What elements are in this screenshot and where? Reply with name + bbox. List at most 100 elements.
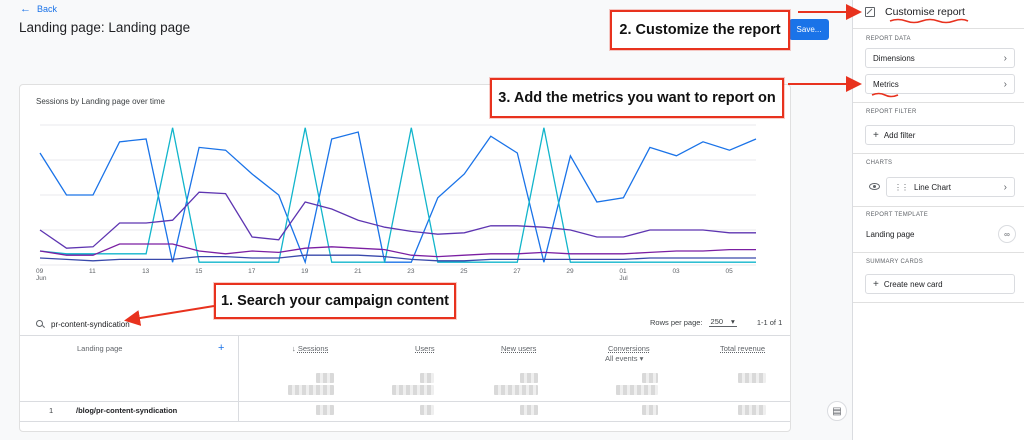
chevron-down-icon: ▾: [731, 317, 735, 326]
row-revenue-blurred: [738, 405, 766, 415]
x-tick-month-label: Jun: [36, 275, 47, 282]
report-template-label: REPORT TEMPLATE: [866, 212, 929, 218]
line-chart-label: Line Chart: [914, 182, 951, 192]
step3-callout: 3. Add the metrics you want to report on: [490, 78, 784, 118]
row-number: 1: [49, 406, 54, 415]
plus-icon: +: [873, 129, 879, 141]
chevron-right-icon: ›: [1003, 52, 1007, 64]
pager-text: 1-1 of 1: [756, 317, 783, 327]
sort-arrow-icon: ↓: [292, 344, 298, 353]
col-header-sessions[interactable]: ↓ Sessions: [292, 344, 328, 353]
create-card-label: Create new card: [883, 279, 943, 289]
x-tick-label: 13: [142, 268, 150, 275]
series-line-3[interactable]: [39, 191, 756, 249]
metrics-button[interactable]: Metrics ›: [865, 74, 1015, 94]
panel-title: Customise report: [885, 6, 965, 18]
panel-divider: [853, 28, 1024, 29]
series-line-2[interactable]: [39, 127, 756, 263]
x-tick-month-label: Jul: [619, 275, 628, 282]
totals-new-users-sub-blurred: [494, 385, 538, 395]
row-landing-page[interactable]: /blog/pr-content-syndication: [76, 406, 178, 415]
table-search[interactable]: pr-content-syndication: [36, 317, 130, 331]
step1-callout: 1. Search your campaign content: [214, 283, 456, 319]
add-dimension-plus-icon[interactable]: +: [218, 342, 225, 354]
col-header-total-revenue[interactable]: Total revenue: [720, 344, 765, 353]
eye-icon[interactable]: [869, 183, 880, 190]
x-tick-label: 25: [460, 268, 468, 275]
series-line-5[interactable]: [39, 254, 756, 262]
table-top-divider: [20, 335, 790, 336]
col-header-conversions[interactable]: Conversions: [608, 344, 650, 353]
totals-users-sub-blurred: [392, 385, 434, 395]
conversions-event-select[interactable]: All events ▾: [605, 354, 643, 363]
totals-sessions-blurred: [316, 373, 334, 383]
totals-revenue-blurred: [738, 373, 766, 383]
back-arrow-icon: ←: [20, 2, 31, 15]
x-tick-label: 21: [354, 268, 362, 275]
x-tick-label: 15: [195, 268, 203, 275]
x-tick-label: 19: [301, 268, 309, 275]
back-link[interactable]: ← Back: [20, 2, 58, 15]
col-header-new-users[interactable]: New users: [501, 344, 536, 353]
x-tick-label: 01: [619, 268, 627, 275]
feedback-icon[interactable]: ▤: [827, 401, 847, 421]
chevron-right-icon: ›: [1003, 181, 1007, 193]
report-card: Sessions by Landing page over time 09 Jun…: [19, 84, 791, 432]
col-header-users-label: Users: [415, 344, 435, 353]
create-card-button[interactable]: + Create new card: [865, 274, 1015, 294]
metrics-label: Metrics: [873, 79, 899, 89]
dimensions-button[interactable]: Dimensions ›: [865, 48, 1015, 68]
x-tick-label: 29: [566, 268, 574, 275]
line-chart-button[interactable]: ⋮⋮ Line Chart ›: [886, 177, 1015, 197]
search-icon: [36, 319, 45, 329]
page-title: Landing page: Landing page: [19, 20, 191, 35]
row-users-blurred: [420, 405, 434, 415]
table-row-divider: [20, 401, 790, 402]
totals-sessions-sub-blurred: [288, 385, 334, 395]
x-tick-label: 17: [248, 268, 256, 275]
panel-divider: [853, 302, 1024, 303]
col-header-sessions-label: Sessions: [297, 344, 329, 353]
col-header-new-users-label: New users: [501, 344, 537, 353]
conversions-event-value: All events: [605, 354, 638, 363]
back-label: Back: [37, 4, 58, 14]
report-main-area: ← Back Landing page: Landing page Save..…: [0, 0, 852, 440]
save-button[interactable]: Save...: [789, 19, 829, 40]
x-tick-label: 05: [725, 268, 733, 275]
x-tick-label: 03: [672, 268, 680, 275]
col-header-total-revenue-label: Total revenue: [720, 344, 766, 353]
panel-divider: [853, 102, 1024, 103]
totals-users-blurred: [420, 373, 434, 383]
report-data-label: REPORT DATA: [866, 36, 911, 42]
totals-new-users-blurred: [520, 373, 538, 383]
x-tick-label: 23: [407, 268, 415, 275]
table-column-divider: [238, 335, 239, 421]
unlink-template-icon[interactable]: ∞: [998, 225, 1016, 243]
chart-title: Sessions by Landing page over time: [36, 97, 165, 106]
add-filter-button[interactable]: + Add filter: [865, 125, 1015, 145]
dimensions-label: Dimensions: [873, 53, 915, 63]
edit-report-icon: [865, 7, 875, 17]
col-header-users[interactable]: Users: [415, 344, 435, 353]
customise-report-panel: Customise report REPORT DATA Dimensions …: [852, 0, 1024, 440]
col-header-landing-page[interactable]: Landing page: [77, 344, 123, 353]
series-line-4[interactable]: [39, 243, 756, 258]
template-name: Landing page: [866, 230, 915, 239]
panel-divider: [853, 252, 1024, 253]
rows-per-page-select[interactable]: 250 ▾: [708, 317, 737, 327]
table-bottom-divider: [20, 421, 790, 422]
rows-per-page-control: Rows per page: 250 ▾ 1-1 of 1: [650, 317, 782, 327]
panel-header: Customise report: [865, 6, 965, 18]
drag-handle-icon[interactable]: ⋮⋮: [894, 182, 909, 192]
add-filter-label: Add filter: [883, 130, 916, 140]
panel-divider: [853, 153, 1024, 154]
totals-conversions-sub-blurred: [616, 385, 658, 395]
chevron-down-icon: ▾: [639, 354, 644, 363]
charts-label: CHARTS: [866, 160, 893, 166]
series-line-1[interactable]: [39, 131, 757, 265]
data-table: Landing page + ↓ Sessions Users New user…: [20, 335, 790, 431]
search-input[interactable]: pr-content-syndication: [51, 319, 130, 329]
step2-callout: 2. Customize the report: [610, 10, 790, 50]
row-sessions-blurred: [316, 405, 334, 415]
